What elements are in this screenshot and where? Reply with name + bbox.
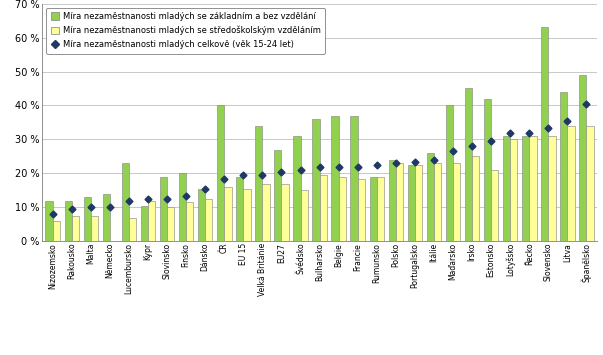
Bar: [91, 216, 98, 241]
Bar: [205, 199, 212, 241]
Bar: [370, 177, 377, 241]
Bar: [72, 216, 79, 241]
Bar: [427, 153, 434, 241]
Bar: [293, 136, 300, 241]
Bar: [148, 201, 155, 241]
Bar: [103, 194, 110, 241]
Bar: [262, 184, 270, 241]
Bar: [217, 105, 224, 241]
Bar: [332, 116, 339, 241]
Bar: [274, 150, 282, 241]
Bar: [465, 88, 472, 241]
Bar: [472, 157, 479, 241]
Bar: [300, 190, 308, 241]
Bar: [529, 136, 537, 241]
Bar: [377, 177, 384, 241]
Bar: [339, 177, 346, 241]
Bar: [522, 136, 529, 241]
Bar: [160, 177, 167, 241]
Bar: [198, 189, 205, 241]
Bar: [65, 201, 72, 241]
Bar: [434, 163, 441, 241]
Bar: [84, 197, 91, 241]
Bar: [282, 184, 289, 241]
Bar: [167, 207, 174, 241]
Bar: [122, 163, 129, 241]
Bar: [567, 126, 575, 241]
Bar: [236, 177, 244, 241]
Bar: [453, 163, 460, 241]
Bar: [503, 136, 510, 241]
Bar: [129, 218, 136, 241]
Bar: [510, 140, 517, 241]
Bar: [45, 201, 52, 241]
Bar: [244, 189, 251, 241]
Bar: [140, 206, 148, 241]
Bar: [396, 163, 403, 241]
Bar: [186, 202, 194, 241]
Bar: [52, 221, 60, 241]
Bar: [179, 174, 186, 241]
Legend: Míra nezaměstnanosti mladých se základním a bez vzdělání, Míra nezaměstnanosti m: Míra nezaměstnanosti mladých se základní…: [46, 8, 325, 54]
Bar: [560, 92, 567, 241]
Bar: [415, 165, 422, 241]
Bar: [312, 119, 320, 241]
Bar: [587, 126, 594, 241]
Bar: [224, 187, 232, 241]
Bar: [320, 175, 327, 241]
Bar: [484, 99, 491, 241]
Bar: [491, 170, 499, 241]
Bar: [548, 136, 555, 241]
Bar: [255, 126, 262, 241]
Bar: [388, 160, 396, 241]
Bar: [350, 116, 358, 241]
Bar: [579, 75, 587, 241]
Bar: [408, 165, 415, 241]
Bar: [446, 105, 453, 241]
Bar: [541, 27, 548, 241]
Bar: [358, 179, 365, 241]
